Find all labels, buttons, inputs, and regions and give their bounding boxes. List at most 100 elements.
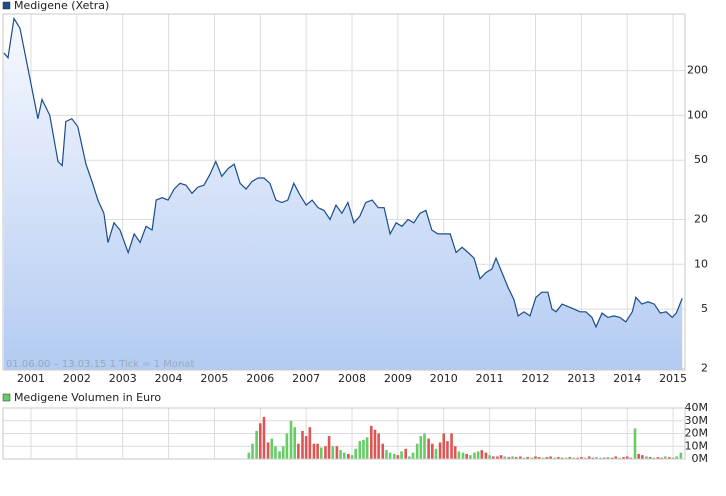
y-tick-label: 200 xyxy=(687,64,708,77)
volume-bar xyxy=(285,433,289,459)
volume-bar xyxy=(469,455,472,459)
volume-bar xyxy=(354,448,357,459)
volume-bar xyxy=(293,427,296,459)
volume-bar xyxy=(377,433,380,459)
volume-bar xyxy=(255,430,258,459)
volume-bar xyxy=(339,450,342,459)
x-tick-label: 2002 xyxy=(63,372,91,385)
volume-bar xyxy=(514,457,518,459)
volume-bar xyxy=(660,457,663,459)
plot-frame xyxy=(2,407,686,460)
volume-bar xyxy=(347,453,350,459)
volume-bar xyxy=(396,455,400,459)
volume-bar xyxy=(645,456,648,459)
volume-bar xyxy=(251,443,254,459)
volume-bar xyxy=(270,438,274,459)
volume-bar xyxy=(408,456,411,459)
x-tick-label: 2010 xyxy=(430,372,458,385)
volume-bar xyxy=(450,433,453,459)
volume-bar xyxy=(629,457,633,459)
x-tick-label: 2015 xyxy=(659,372,687,385)
annotation: 01.06.00 – 13.03.15 1 Tick = 1 Monat xyxy=(6,359,194,370)
volume-bar xyxy=(507,457,511,459)
y-tick-label: 20M xyxy=(685,427,709,440)
legend-swatch xyxy=(2,1,11,10)
volume-bar xyxy=(656,457,660,459)
volume-bar xyxy=(461,452,465,459)
volume-bar xyxy=(400,451,403,459)
volume-bar xyxy=(278,451,281,459)
volume-bar xyxy=(499,455,503,459)
volume-bar xyxy=(675,456,679,459)
volume-bar xyxy=(427,438,430,459)
volume-bar xyxy=(304,436,308,459)
volume-bar xyxy=(335,446,339,459)
x-tick-label: 2014 xyxy=(613,372,641,385)
x-tick-label: 2003 xyxy=(109,372,137,385)
volume-bar xyxy=(423,433,426,459)
volume-bar xyxy=(526,457,529,459)
volume-bar xyxy=(327,436,331,459)
volume-bar xyxy=(545,457,549,459)
volume-bar xyxy=(576,457,579,459)
volume-bar xyxy=(496,456,499,459)
x-tick-label: 2001 xyxy=(17,372,45,385)
volume-bar xyxy=(411,452,415,459)
volume-bar xyxy=(606,457,610,459)
volume-bar xyxy=(473,452,476,459)
volume-bar xyxy=(519,456,522,459)
volume-bar xyxy=(560,457,564,459)
volume-bar xyxy=(637,453,640,459)
volume-bar xyxy=(385,450,388,459)
volume-bar xyxy=(262,416,266,459)
volume-bar xyxy=(415,443,419,459)
volume-bar xyxy=(583,457,587,459)
plot-frame xyxy=(2,13,686,371)
volume-bar xyxy=(602,457,606,459)
volume-bar xyxy=(534,456,537,459)
volume-bar xyxy=(430,443,434,459)
volume-bar xyxy=(488,455,491,459)
volume-bar xyxy=(331,446,335,459)
y-tick-label: 40M xyxy=(685,401,709,414)
volume-bar xyxy=(324,446,327,459)
volume-bar xyxy=(465,453,468,459)
volume-bar xyxy=(618,457,621,459)
volume-bar xyxy=(369,425,373,459)
price-area xyxy=(3,18,683,370)
y-tick-label: 50 xyxy=(694,153,708,166)
volume-bar xyxy=(247,452,251,459)
volume-bar xyxy=(671,457,675,459)
volume-bar xyxy=(511,456,514,459)
y-tick-label: 100 xyxy=(687,108,708,121)
volume-bar xyxy=(648,457,652,459)
volume-bar xyxy=(392,453,396,459)
volume-bar xyxy=(541,457,545,459)
volume-bar xyxy=(388,452,392,459)
y-tick-label: 10M xyxy=(685,439,709,452)
volume-bar xyxy=(442,433,446,459)
volume-bar xyxy=(358,441,362,459)
volume-bar xyxy=(289,420,293,459)
volume-bar xyxy=(457,451,461,459)
volume-bar xyxy=(446,441,449,459)
y-tick-label: 10 xyxy=(694,257,708,270)
volume-bar xyxy=(266,442,270,459)
legend-label: Medigene (Xetra) xyxy=(14,0,109,12)
volume-bar xyxy=(362,439,365,459)
volume-bar xyxy=(622,457,625,459)
y-tick-label: 0M xyxy=(692,452,709,465)
volume-bar xyxy=(381,443,385,459)
volume-bar xyxy=(591,457,595,459)
volume-bar xyxy=(480,450,484,459)
volume-bar xyxy=(587,456,591,459)
y-tick-label: 5 xyxy=(701,302,708,315)
volume-bar xyxy=(557,457,560,459)
volume-bar xyxy=(281,446,285,459)
x-tick-label: 2012 xyxy=(521,372,549,385)
volume-bar xyxy=(553,457,557,459)
volume-bar xyxy=(580,457,583,459)
volume-bar xyxy=(625,456,629,459)
volume-bar xyxy=(453,446,457,459)
